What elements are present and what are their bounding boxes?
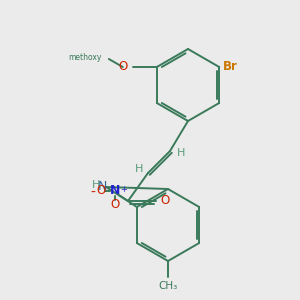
Text: -: - (90, 186, 95, 200)
Text: H: H (92, 180, 100, 190)
Text: H: H (135, 164, 143, 174)
Text: N: N (98, 181, 107, 194)
Text: H: H (177, 148, 185, 158)
Text: Br: Br (223, 61, 238, 74)
Text: methoxy: methoxy (68, 53, 102, 62)
Text: O: O (96, 184, 105, 197)
Text: N: N (110, 184, 120, 197)
Text: O: O (160, 194, 169, 208)
Text: CH₃: CH₃ (158, 281, 178, 291)
Text: O: O (118, 61, 128, 74)
Text: +: + (120, 184, 127, 194)
Text: O: O (110, 197, 119, 211)
